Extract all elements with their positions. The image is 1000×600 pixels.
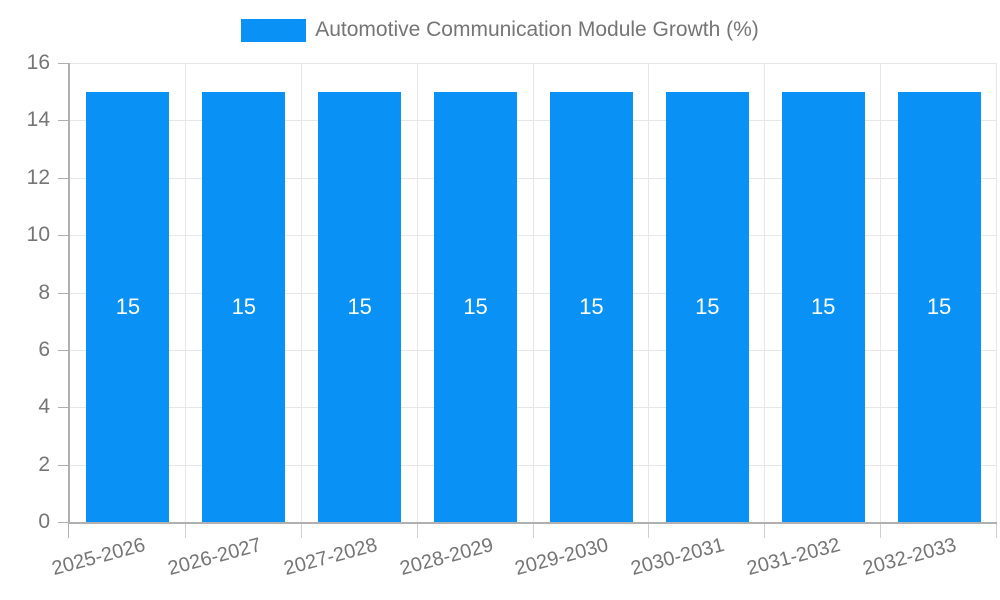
bar[interactable]: 15 (434, 91, 518, 522)
legend-label: Automotive Communication Module Growth (… (315, 18, 759, 41)
bar[interactable]: 15 (665, 91, 749, 522)
bar-value-label: 15 (695, 293, 720, 319)
bar[interactable]: 15 (318, 91, 402, 522)
y-axis-tick (58, 407, 68, 409)
gridline-horizontal (70, 407, 997, 409)
gridline-vertical (416, 63, 418, 522)
x-axis-tick (68, 524, 69, 538)
y-axis-tick (58, 235, 68, 237)
plot-area: 0 2 4 6 8 10 12 14 16 15 15 15 15 15 15 15 15 2025-2026 20… (27, 52, 997, 580)
bar[interactable]: 15 (86, 91, 170, 522)
x-axis-tick (648, 524, 650, 538)
y-axis-tick (58, 292, 68, 294)
x-axis-tick (532, 524, 534, 538)
x-axis-tick (764, 524, 766, 538)
gridline-vertical (532, 63, 534, 522)
gridline-vertical (300, 63, 302, 522)
bar-value-label: 15 (579, 293, 604, 319)
gridline-vertical (764, 63, 766, 522)
gridline-horizontal (70, 177, 997, 179)
y-axis-label: 2 (38, 452, 50, 476)
bar-value-label: 15 (926, 293, 952, 319)
bar[interactable]: 15 (549, 91, 633, 522)
bar-value-label: 15 (810, 293, 836, 319)
gridline-horizontal (70, 63, 997, 64)
bar[interactable]: 15 (897, 91, 981, 522)
y-axis-tick (58, 349, 68, 351)
y-axis-label: 12 (26, 165, 50, 189)
gridline-vertical (184, 63, 186, 522)
x-axis-tick (416, 524, 418, 538)
y-axis-label: 4 (38, 395, 50, 419)
gridline-horizontal (70, 235, 997, 237)
x-axis-tick (996, 524, 997, 538)
y-axis-tick (58, 120, 68, 122)
y-axis-tick (58, 177, 68, 179)
gridline-vertical (648, 63, 650, 522)
bar-value-label: 15 (347, 293, 372, 319)
y-axis-label: 6 (38, 337, 50, 361)
gridline-horizontal (70, 292, 997, 294)
gridline-horizontal (70, 464, 997, 466)
bar-value-label: 15 (231, 293, 257, 319)
bar[interactable]: 15 (202, 91, 286, 522)
gridline-horizontal (70, 120, 997, 122)
gridline-horizontal (70, 349, 997, 351)
x-axis-tick (300, 524, 302, 538)
y-axis-tick (58, 522, 68, 523)
x-axis-tick (184, 524, 186, 538)
gridline-vertical (880, 63, 882, 522)
legend[interactable]: Automotive Communication Module Growth (… (0, 18, 1000, 42)
y-axis-label: 16 (26, 51, 50, 74)
bar[interactable]: 15 (781, 91, 865, 522)
y-axis-tick (58, 63, 68, 64)
y-axis-label: 0 (38, 510, 50, 533)
legend-swatch (241, 18, 307, 42)
y-axis-tick (58, 464, 68, 466)
bar-value-label: 15 (115, 293, 141, 319)
y-axis-label: 14 (26, 108, 50, 132)
bar-value-label: 15 (463, 293, 488, 319)
y-axis-label: 8 (38, 280, 50, 304)
y-axis-label: 10 (26, 223, 50, 247)
gridline-vertical (996, 63, 997, 522)
x-axis-tick (880, 524, 882, 538)
